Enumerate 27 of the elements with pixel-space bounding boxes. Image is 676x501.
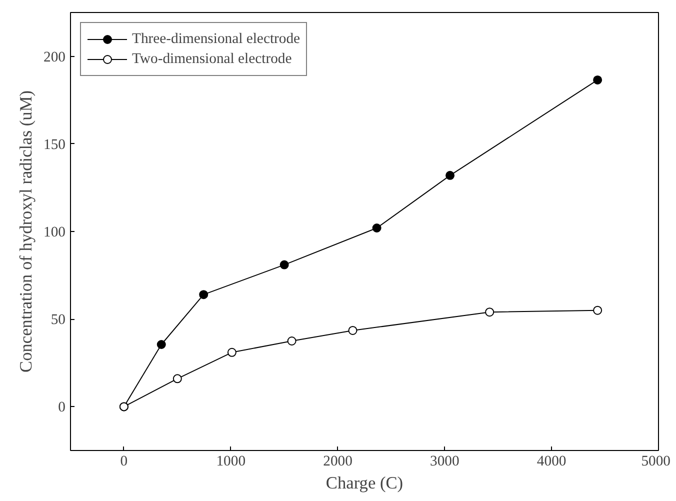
x-tick-label: 0 — [120, 454, 128, 470]
point — [287, 336, 296, 346]
legend-label: Three-dimensional electrode — [132, 30, 300, 48]
x-tick-label: 2000 — [323, 454, 352, 470]
point — [593, 306, 602, 315]
x-axis-title: Charge (C) — [326, 474, 404, 492]
x-tick-label: 1000 — [216, 454, 246, 470]
x-tick-label: 4000 — [536, 454, 566, 470]
x-tick-label: 5000 — [641, 454, 670, 470]
y-axis-title: Concentration of hydroxyl radiclas (uM) — [16, 90, 36, 372]
y-tick-label: 200 — [44, 49, 66, 66]
y-tick-label: 150 — [44, 136, 66, 153]
y-tick-label: 0 — [58, 400, 66, 416]
point — [446, 170, 455, 180]
point — [280, 260, 289, 270]
point — [227, 348, 236, 357]
point — [485, 308, 494, 317]
point — [172, 374, 182, 384]
point — [372, 224, 382, 232]
point — [156, 340, 166, 349]
x-tick-label: 3000 — [430, 454, 460, 470]
legend-label: Two-dimensional electrode — [132, 50, 292, 68]
point — [199, 290, 208, 300]
y-tick-label: 100 — [44, 224, 66, 240]
y-tick-label: 50 — [50, 312, 66, 328]
point — [348, 326, 358, 335]
point — [593, 75, 602, 84]
